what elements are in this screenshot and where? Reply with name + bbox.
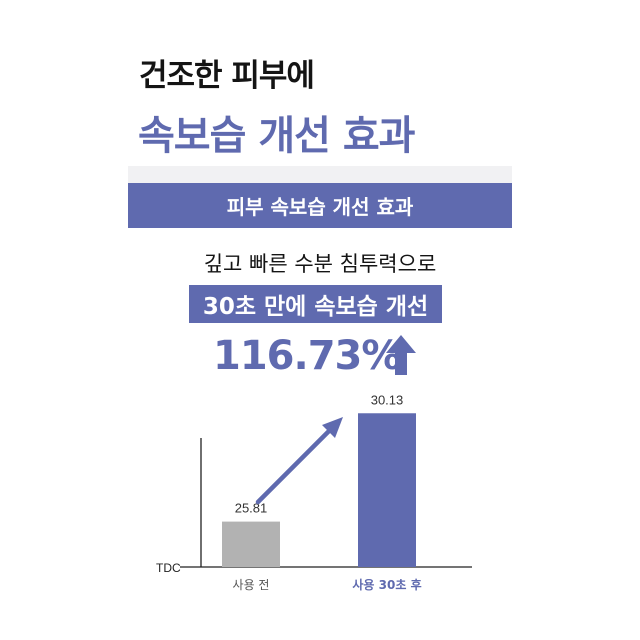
- section-banner: 피부 속보습 개선 효과: [128, 183, 512, 228]
- up-arrow-icon: [386, 335, 416, 375]
- bar-before: [222, 521, 280, 567]
- section-banner-label: 피부 속보습 개선 효과: [226, 195, 414, 219]
- category-label-after: 사용 30초 후: [352, 577, 421, 592]
- claim-subtitle: 깊고 빠른 수분 침투력으로: [203, 252, 437, 276]
- bar-before-value-label: 25.81: [235, 501, 268, 516]
- bar-after-value-label: 30.13: [371, 392, 404, 407]
- headline-accent: 속보습 개선 효과: [138, 113, 415, 159]
- y-axis-label: TDC: [156, 561, 181, 575]
- diagonal-up-arrow-icon: [255, 417, 343, 505]
- headline-primary: 건조한 피부에: [139, 58, 315, 94]
- improvement-percentage: 116.73%: [213, 333, 401, 379]
- category-label-before: 사용 전: [233, 578, 270, 592]
- claim-highlight-label: 30초 만에 속보습 개선: [202, 294, 429, 320]
- claim-highlight-box: 30초 만에 속보습 개선: [189, 285, 442, 323]
- bar-after: [358, 413, 416, 567]
- banner-top-strip: [128, 166, 512, 183]
